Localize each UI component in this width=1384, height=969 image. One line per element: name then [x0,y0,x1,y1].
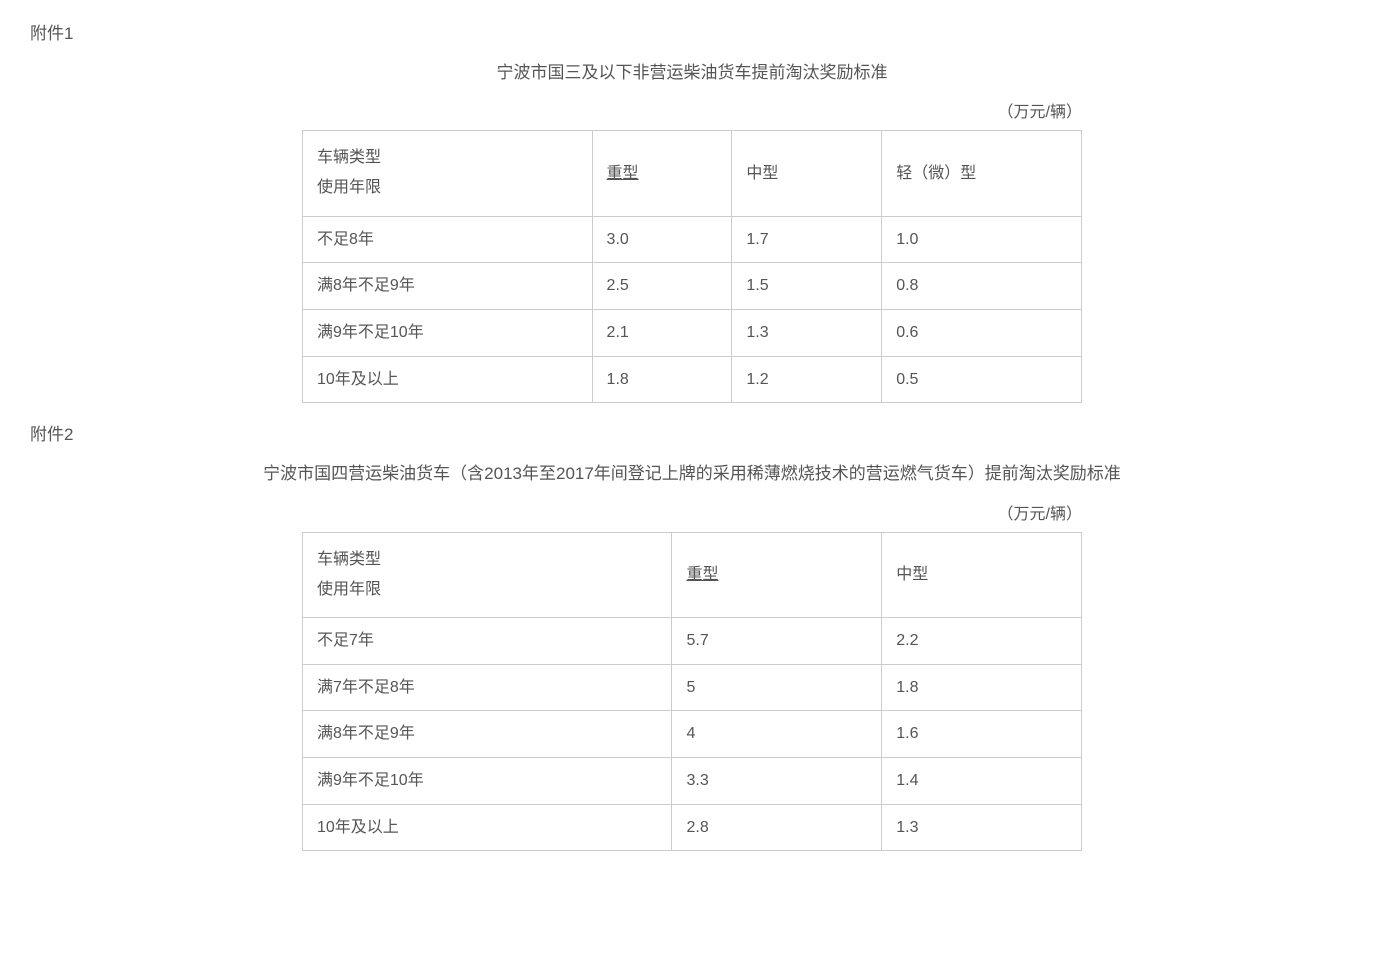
header-heavy: 重型 [672,532,882,618]
header-line2: 使用年限 [317,173,578,203]
cell-medium: 1.4 [882,758,1082,805]
cell-medium: 1.7 [732,216,882,263]
attachment2-label: 附件2 [30,421,1354,448]
header-medium: 中型 [732,130,882,216]
header-heavy: 重型 [592,130,732,216]
cell-label: 满9年不足10年 [303,758,672,805]
attachment2-tbody: 不足7年 5.7 2.2 满7年不足8年 5 1.8 满8年不足9年 4 1.6… [303,618,1082,851]
table-row: 不足7年 5.7 2.2 [303,618,1082,665]
cell-label: 满9年不足10年 [303,309,593,356]
table-header-row: 车辆类型 使用年限 重型 中型 [303,532,1082,618]
cell-medium: 2.2 [882,618,1082,665]
cell-medium: 1.5 [732,263,882,310]
cell-medium: 1.3 [882,804,1082,851]
cell-label: 满8年不足9年 [303,711,672,758]
attachment1-table-wrapper: 车辆类型 使用年限 重型 中型 轻（微）型 不足8年 3.0 1.7 1.0 满… [30,130,1354,403]
attachment2-unit: （万元/辆） [302,502,1082,528]
header-vehicle-type-age: 车辆类型 使用年限 [303,532,672,618]
cell-light: 0.8 [882,263,1082,310]
table-row: 满7年不足8年 5 1.8 [303,664,1082,711]
table-row: 满8年不足9年 4 1.6 [303,711,1082,758]
table-row: 满9年不足10年 2.1 1.3 0.6 [303,309,1082,356]
attachment1-title: 宁波市国三及以下非营运柴油货车提前淘汰奖励标准 [30,59,1354,86]
attachment1-label: 附件1 [30,20,1354,47]
cell-label: 10年及以上 [303,356,593,403]
cell-label: 10年及以上 [303,804,672,851]
cell-label: 满8年不足9年 [303,263,593,310]
cell-heavy: 2.8 [672,804,882,851]
header-vehicle-type-age: 车辆类型 使用年限 [303,130,593,216]
table-row: 10年及以上 2.8 1.3 [303,804,1082,851]
attachment2-table: 车辆类型 使用年限 重型 中型 不足7年 5.7 2.2 满7年不足8年 5 1… [302,532,1082,852]
cell-label: 不足8年 [303,216,593,263]
table-row: 不足8年 3.0 1.7 1.0 [303,216,1082,263]
table-row: 10年及以上 1.8 1.2 0.5 [303,356,1082,403]
attachment2-table-wrapper: 车辆类型 使用年限 重型 中型 不足7年 5.7 2.2 满7年不足8年 5 1… [30,532,1354,852]
header-line2: 使用年限 [317,575,657,605]
attachment1-tbody: 不足8年 3.0 1.7 1.0 满8年不足9年 2.5 1.5 0.8 满9年… [303,216,1082,402]
cell-label: 满7年不足8年 [303,664,672,711]
header-medium: 中型 [882,532,1082,618]
attachment2-title: 宁波市国四营运柴油货车（含2013年至2017年间登记上牌的采用稀薄燃烧技术的营… [263,460,1121,487]
cell-heavy: 5.7 [672,618,882,665]
cell-heavy: 3.0 [592,216,732,263]
table-row: 满9年不足10年 3.3 1.4 [303,758,1082,805]
cell-heavy: 2.5 [592,263,732,310]
header-line1: 车辆类型 [317,143,578,173]
header-heavy-text: 重型 [686,566,718,583]
table-row: 满8年不足9年 2.5 1.5 0.8 [303,263,1082,310]
cell-light: 0.5 [882,356,1082,403]
header-light: 轻（微）型 [882,130,1082,216]
cell-medium: 1.8 [882,664,1082,711]
cell-light: 0.6 [882,309,1082,356]
table-header-row: 车辆类型 使用年限 重型 中型 轻（微）型 [303,130,1082,216]
header-line1: 车辆类型 [317,545,657,575]
cell-label: 不足7年 [303,618,672,665]
cell-medium: 1.2 [732,356,882,403]
attachment1-table: 车辆类型 使用年限 重型 中型 轻（微）型 不足8年 3.0 1.7 1.0 满… [302,130,1082,403]
cell-medium: 1.3 [732,309,882,356]
cell-heavy: 5 [672,664,882,711]
cell-heavy: 3.3 [672,758,882,805]
attachment1-unit: （万元/辆） [302,100,1082,126]
cell-heavy: 4 [672,711,882,758]
cell-light: 1.0 [882,216,1082,263]
cell-medium: 1.6 [882,711,1082,758]
header-heavy-text: 重型 [607,165,639,182]
cell-heavy: 2.1 [592,309,732,356]
cell-heavy: 1.8 [592,356,732,403]
attachment2-title-wrapper: 宁波市国四营运柴油货车（含2013年至2017年间登记上牌的采用稀薄燃烧技术的营… [30,460,1354,488]
